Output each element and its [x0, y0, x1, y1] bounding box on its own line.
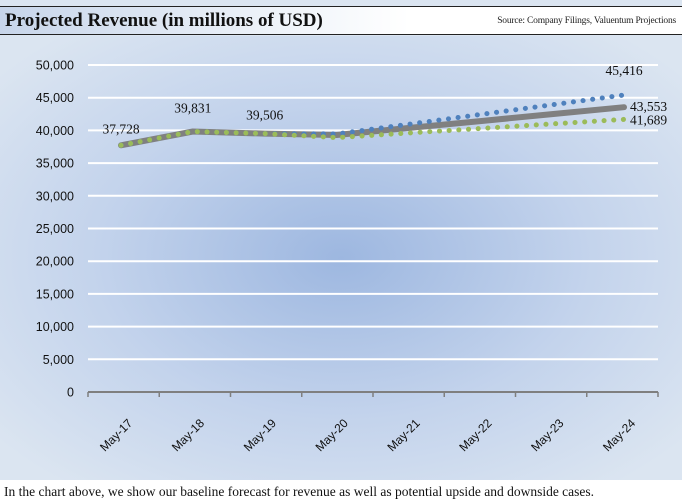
chart-title: Projected Revenue (in millions of USD)	[5, 10, 323, 31]
series-line-downside	[118, 116, 627, 148]
y-tick-label: 45,000	[36, 91, 74, 105]
line-chart: 0 5,000 10,000 15,000 20,000 25,000 30,000 35,0…	[0, 36, 682, 480]
data-label: 39,831	[174, 101, 211, 116]
y-tick-label: 30,000	[36, 189, 74, 203]
y-tick-label: 50,000	[36, 59, 74, 73]
y-tick-label: 20,000	[36, 255, 74, 269]
data-label: 39,506	[246, 108, 283, 123]
data-label: 43,553	[630, 99, 667, 114]
chart-area: 0 5,000 10,000 15,000 20,000 25,000 30,000 35,0…	[0, 36, 682, 480]
source-note: Source: Company Filings, Valuentum Proje…	[497, 16, 676, 26]
title-bar: Projected Revenue (in millions of USD) S…	[0, 6, 682, 35]
y-tick-label: 5,000	[43, 353, 74, 367]
series-lines	[118, 92, 627, 149]
y-tick-label: 0	[67, 386, 74, 400]
chart-caption: In the chart above, we show our baseline…	[4, 484, 595, 499]
data-label: 41,689	[630, 112, 667, 127]
y-axis-ticks: 0 5,000 10,000 15,000 20,000 25,000 30,000 35,0…	[36, 59, 74, 400]
data-label: 37,728	[102, 121, 139, 136]
chart-frame: Projected Revenue (in millions of USD) S…	[0, 0, 682, 480]
y-tick-label: 40,000	[36, 124, 74, 138]
y-tick-label: 25,000	[36, 222, 74, 236]
y-tick-label: 15,000	[36, 287, 74, 301]
plot-background	[0, 36, 682, 480]
gridlines	[88, 64, 658, 361]
y-tick-label: 10,000	[36, 320, 74, 334]
y-tick-label: 35,000	[36, 157, 74, 171]
data-label: 45,416	[605, 63, 642, 78]
